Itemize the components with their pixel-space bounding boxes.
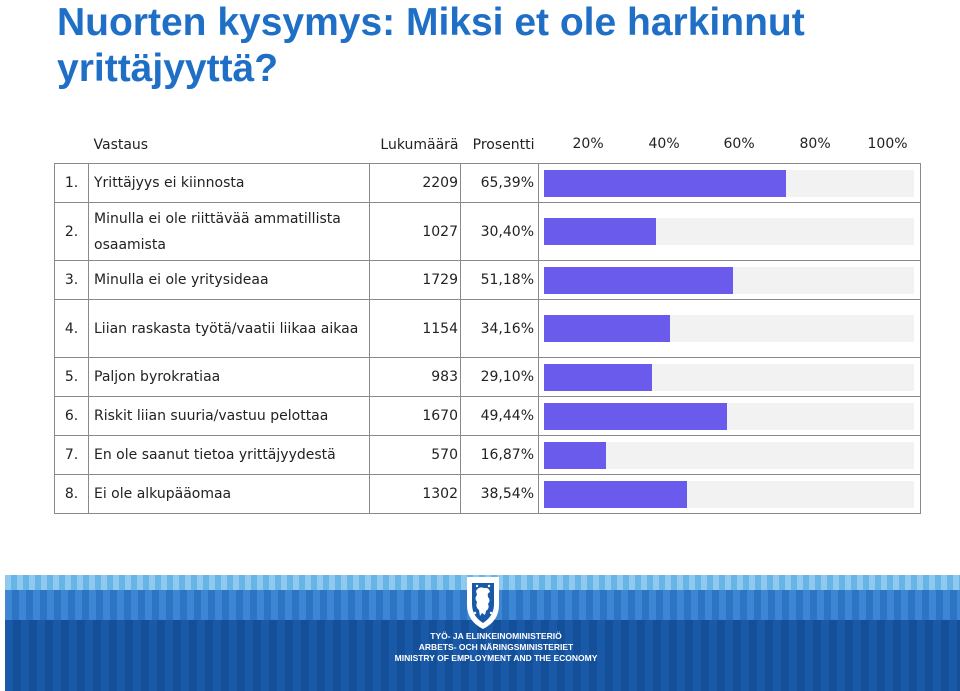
row-count: 1154 xyxy=(369,299,461,358)
row-answer: En ole saanut tietoa yrittäjyydestä xyxy=(88,435,370,475)
row-answer: Minulla ei ole riittävää ammatillista os… xyxy=(88,202,370,261)
ministry-name-sv: ARBETS- OCH NÄRINGSMINISTERIET xyxy=(418,642,574,652)
row-number: 5. xyxy=(54,357,89,397)
row-percent: 29,10% xyxy=(460,357,539,397)
table-row: 8. Ei ole alkupääomaa 1302 38,54% xyxy=(54,474,921,514)
row-answer: Paljon byrokratiaa xyxy=(88,357,370,397)
row-answer: Ei ole alkupääomaa xyxy=(88,474,370,514)
row-percent: 30,40% xyxy=(460,202,539,261)
table-row: 5. Paljon byrokratiaa 983 29,10% xyxy=(54,357,921,397)
row-count: 2209 xyxy=(369,163,461,203)
row-bar-cell xyxy=(538,435,921,475)
bar-3 xyxy=(544,266,734,294)
table-row: 6. Riskit liian suuria/vastuu pelottaa 167… xyxy=(54,396,921,436)
table-row: 7. En ole saanut tietoa yrittäjyydestä 570… xyxy=(54,435,921,475)
axis-tick-40: 40% xyxy=(648,136,680,152)
row-number: 4. xyxy=(54,299,89,358)
row-count: 1670 xyxy=(369,396,461,436)
header-num-cell xyxy=(55,127,89,164)
bar-4 xyxy=(544,315,671,342)
header-percent: Prosentti xyxy=(472,137,535,153)
row-percent: 49,44% xyxy=(460,396,539,436)
bar-1 xyxy=(544,169,786,197)
row-answer: Riskit liian suuria/vastuu pelottaa xyxy=(88,396,370,436)
page-title: Nuorten kysymys: Miksi et ole harkinnut … xyxy=(57,1,805,90)
ministry-name-en: MINISTRY OF EMPLOYMENT AND THE ECONOMY xyxy=(394,653,598,663)
row-bar-cell xyxy=(538,202,921,261)
row-number: 6. xyxy=(54,396,89,436)
row-count: 1729 xyxy=(369,260,461,300)
table-header-row: Vastaus Lukumäärä Prosentti 20% 40% 60% … xyxy=(55,127,921,164)
row-count: 1302 xyxy=(369,474,461,514)
axis-tick-60: 60% xyxy=(723,136,755,152)
row-number: 8. xyxy=(54,474,89,514)
bar-2 xyxy=(544,218,657,245)
table-row: 4. Liian raskasta työtä/vaatii liikaa aik… xyxy=(54,299,921,358)
ministry-name: TYÖ- JA ELINKEINOMINISTERIÖ ARBETS- OCH … xyxy=(376,631,616,664)
row-percent: 38,54% xyxy=(460,474,539,514)
row-answer: Yrittäjyys ei kiinnosta xyxy=(88,163,370,203)
axis-tick-20: 20% xyxy=(572,136,604,152)
ministry-footer-banner: TYÖ- JA ELINKEINOMINISTERIÖ ARBETS- OCH … xyxy=(5,575,960,691)
axis-tick-80: 80% xyxy=(799,136,831,152)
survey-results-table: Vastaus Lukumäärä Prosentti 20% 40% 60% … xyxy=(54,127,921,514)
table-row: 3. Minulla ei ole yritysideaa 1729 51,18% xyxy=(54,260,921,300)
bar-6 xyxy=(544,402,727,430)
row-percent: 51,18% xyxy=(460,260,539,300)
row-bar-cell xyxy=(538,260,921,300)
row-bar-cell xyxy=(538,474,921,514)
bar-track xyxy=(544,363,914,391)
row-bar-cell xyxy=(538,357,921,397)
finnish-lion-crest-icon xyxy=(467,577,499,629)
row-bar-cell xyxy=(538,299,921,358)
table-row: 2. Minulla ei ole riittävää ammatillista … xyxy=(54,202,921,261)
bar-track xyxy=(544,218,914,245)
row-number: 2. xyxy=(54,202,89,261)
table-row: 1. Yrittäjyys ei kiinnosta 2209 65,39% xyxy=(54,163,921,203)
row-bar-cell xyxy=(538,163,921,203)
bar-7 xyxy=(544,441,607,469)
axis-tick-100: 100% xyxy=(867,136,908,152)
bar-track xyxy=(544,266,914,294)
bar-track xyxy=(544,441,914,469)
bar-track xyxy=(544,169,914,197)
bar-8 xyxy=(544,480,687,508)
bar-track xyxy=(544,315,914,342)
header-count: Lukumäärä xyxy=(380,137,459,153)
row-percent: 34,16% xyxy=(460,299,539,358)
row-answer: Liian raskasta työtä/vaatii liikaa aikaa xyxy=(88,299,370,358)
row-count: 1027 xyxy=(369,202,461,261)
header-answer: Vastaus xyxy=(93,137,149,153)
row-answer: Minulla ei ole yritysideaa xyxy=(88,260,370,300)
row-number: 1. xyxy=(54,163,89,203)
row-percent: 16,87% xyxy=(460,435,539,475)
row-count: 570 xyxy=(369,435,461,475)
bar-5 xyxy=(544,363,652,391)
row-count: 983 xyxy=(369,357,461,397)
row-bar-cell xyxy=(538,396,921,436)
row-number: 7. xyxy=(54,435,89,475)
ministry-name-fi: TYÖ- JA ELINKEINOMINISTERIÖ xyxy=(430,631,562,641)
row-number: 3. xyxy=(54,260,89,300)
row-percent: 65,39% xyxy=(460,163,539,203)
bar-track xyxy=(544,402,914,430)
bar-track xyxy=(544,480,914,508)
axis-ticks: 20% 40% 60% 80% 100% xyxy=(539,127,921,164)
